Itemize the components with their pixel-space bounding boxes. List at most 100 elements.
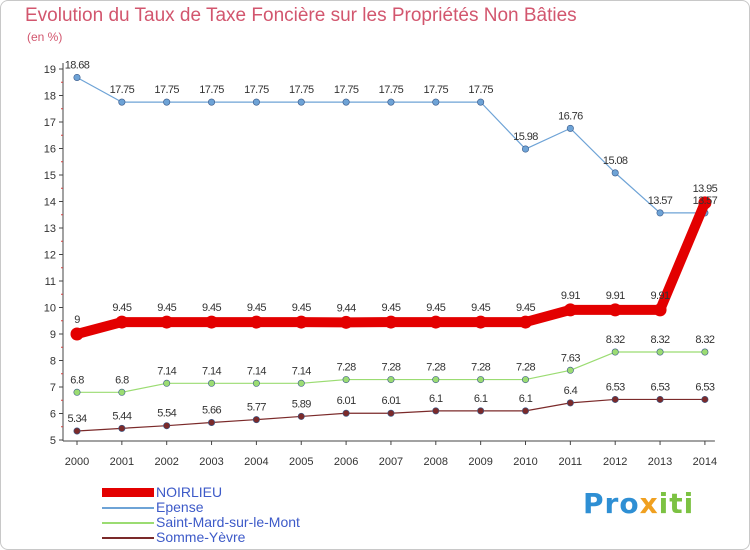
series-0-label-2008: 9.45: [426, 302, 445, 314]
series-line-1: [76, 76, 706, 214]
y-tick-label-7: 7: [50, 382, 56, 394]
series-1-label-2010: 15.98: [513, 131, 538, 143]
x-tick-label-2010: 2010: [513, 456, 537, 468]
series-1-label-2008: 17.75: [424, 84, 449, 96]
series-3-label-2008: 6.1: [429, 393, 443, 405]
series-0-label-2012: 9.91: [606, 290, 625, 302]
series-3-label-2004: 5.77: [247, 402, 266, 414]
legend-label-noirlieu: NOIRLIEU: [156, 484, 223, 500]
series-0-label-2014: 13.95: [693, 183, 718, 195]
series-0-label-2010: 9.45: [516, 302, 535, 314]
y-tick-label-8: 8: [50, 356, 56, 368]
series-0-label-2000: 9: [74, 314, 80, 326]
series-0-label-2004: 9.45: [247, 302, 266, 314]
series-1-point-2007: [387, 98, 395, 106]
series-3-point-2008: [432, 407, 440, 415]
legend-label-saint-mard: Saint-Mard-sur-le-Mont: [156, 514, 300, 530]
legend-item-epense: Epense: [102, 500, 300, 515]
series-1-label-2000: 18.68: [65, 59, 90, 71]
series-2-point-2011: [566, 366, 574, 374]
series-2-label-2011: 7.63: [561, 352, 580, 364]
series-1-point-2001: [118, 98, 126, 106]
series-1-point-2004: [252, 98, 260, 106]
chart-subtitle: (en %): [27, 30, 63, 44]
series-3-label-2007: 6.01: [381, 395, 400, 407]
series-1-point-2013: [656, 209, 664, 217]
series-2-point-2014: [701, 348, 709, 356]
series-1-label-2003: 17.75: [199, 84, 224, 96]
series-3-label-2000: 5.34: [67, 413, 86, 425]
series-0-point-2010: [519, 315, 532, 329]
series-0-label-2013: 9.91: [651, 290, 670, 302]
chart-title: Evolution du Taux de Taxe Foncière sur l…: [25, 5, 577, 26]
series-1-point-2000: [73, 73, 81, 81]
series-3-label-2012: 6.53: [606, 381, 625, 393]
series-0-point-2005: [294, 315, 308, 329]
series-0-point-2008: [429, 315, 443, 329]
series-3-point-2012: [611, 395, 619, 403]
x-tick-label-2013: 2013: [648, 456, 672, 468]
series-0-label-2002: 9.45: [157, 302, 176, 314]
series-1-label-2004: 17.75: [244, 84, 269, 96]
series-3-point-2001: [118, 424, 126, 432]
series-0-label-2009: 9.45: [471, 302, 490, 314]
series-3-label-2009: 6.1: [474, 393, 488, 405]
series-0-point-2001: [115, 315, 129, 329]
series-3-point-2011: [566, 399, 574, 407]
y-tick-label-14: 14: [44, 197, 56, 209]
series-0-point-2006: [339, 315, 353, 329]
series-2-point-2008: [432, 376, 440, 384]
series-0-point-2003: [205, 315, 219, 329]
x-tick-label-2011: 2011: [559, 456, 583, 468]
series-0-label-2005: 9.45: [292, 302, 311, 314]
series-1-label-2006: 17.75: [334, 84, 359, 96]
x-tick-label-2003: 2003: [199, 456, 223, 468]
series-2-point-2004: [252, 379, 260, 387]
series-2-label-2002: 7.14: [157, 365, 176, 377]
series-0-point-2013: [653, 303, 667, 317]
series-1-point-2005: [297, 98, 305, 106]
series-0-point-2007: [384, 315, 398, 329]
x-tick-label-2004: 2004: [244, 456, 268, 468]
series-3-point-2006: [342, 409, 350, 417]
legend-label-somme-yevre: Somme-Yèvre: [156, 529, 246, 545]
series-0-label-2006: 9.44: [337, 302, 356, 314]
x-tick-label-2005: 2005: [289, 456, 313, 468]
series-2-label-2012: 8.32: [606, 334, 625, 346]
series-0-point-2012: [608, 303, 622, 317]
series-2-point-2005: [297, 379, 305, 387]
y-tick-label-19: 19: [44, 64, 56, 76]
chart-legend: NOIRLIEU Epense Saint-Mard-sur-le-Mont S…: [102, 485, 300, 545]
series-2-label-2008: 7.28: [426, 362, 445, 374]
y-tick-label-18: 18: [44, 91, 56, 103]
series-2-point-2001: [118, 388, 126, 396]
y-tick-label-9: 9: [50, 329, 56, 341]
series-1-point-2012: [611, 169, 619, 177]
series-3-point-2013: [656, 395, 664, 403]
series-1-label-2007: 17.75: [379, 84, 404, 96]
y-tick-label-11: 11: [45, 276, 56, 288]
series-2-point-2006: [342, 376, 350, 384]
series-2-label-2014: 8.32: [695, 334, 714, 346]
series-2-label-2000: 6.8: [70, 374, 84, 386]
series-3-label-2006: 6.01: [337, 395, 356, 407]
series-3-point-2014: [701, 395, 709, 403]
y-tick-label-10: 10: [44, 303, 56, 315]
series-2-label-2013: 8.32: [651, 334, 670, 346]
series-3-label-2005: 5.89: [292, 398, 311, 410]
logo-part-iti: iti: [658, 487, 695, 520]
legend-swatch-saint-mard: [102, 521, 154, 524]
series-3-label-2002: 5.54: [157, 408, 176, 420]
series-2-point-2010: [521, 376, 529, 384]
series-2-point-2012: [611, 348, 619, 356]
series-0-point-2002: [160, 315, 174, 329]
y-tick-label-5: 5: [50, 435, 56, 447]
legend-item-somme-yevre: Somme-Yèvre: [102, 530, 300, 545]
y-tick-label-6: 6: [50, 409, 56, 421]
legend-label-epense: Epense: [156, 499, 204, 515]
x-tick-label-2006: 2006: [334, 456, 358, 468]
x-tick-label-2009: 2009: [468, 456, 492, 468]
series-3-point-2002: [163, 422, 171, 430]
series-1-label-2011: 16.76: [558, 110, 583, 122]
